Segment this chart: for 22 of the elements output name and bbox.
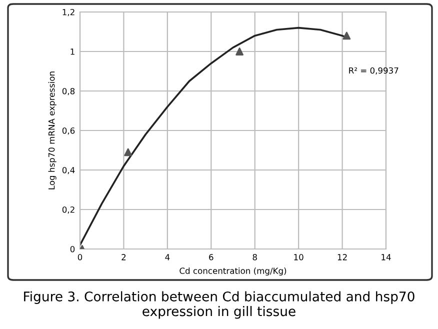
x-axis-title: Cd concentration (mg/Kg) [180, 267, 286, 276]
y-tick-label: 0,6 [62, 127, 75, 135]
y-tick-label: 0 [70, 246, 75, 252]
point [124, 148, 132, 156]
y-tick-label: 0,4 [62, 166, 75, 174]
x-tick-label: 4 [165, 254, 170, 260]
x-tick-label: 0 [78, 254, 82, 260]
x-tick-label: 6 [209, 254, 214, 260]
y-tick-label: 0,2 [62, 206, 74, 214]
point [342, 32, 351, 40]
y-tick-label: 1,2 [62, 8, 74, 16]
y-axis-title: Log hsp70 mRNA expression [48, 72, 56, 190]
x-tick-label: 10 [294, 254, 304, 260]
point [236, 48, 244, 56]
annotation: R² = 0,9937 [349, 67, 398, 75]
x-tick-label: 12 [338, 254, 347, 260]
x-tick-label: 2 [122, 254, 126, 260]
y-tick-label: 1 [70, 48, 74, 55]
y-tick-label: 0,8 [62, 88, 75, 96]
x-tick-label: 14 [382, 254, 391, 260]
caption: Figure 3. Correlation between Cd biaccumulated and hsp70 expression in gill tissue [24, 291, 414, 319]
x-tick-label: 8 [252, 254, 257, 260]
